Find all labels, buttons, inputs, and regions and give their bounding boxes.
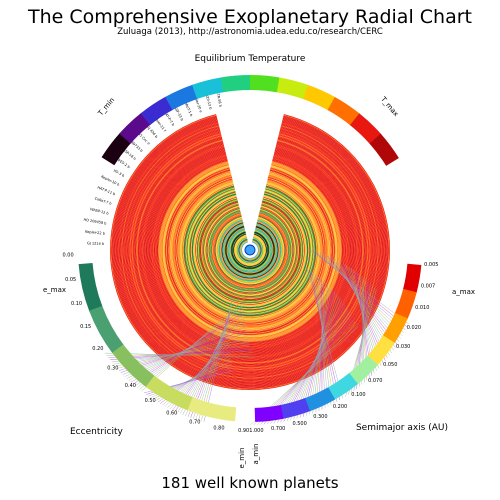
orbit-line (324, 254, 400, 342)
temperature-color-band (250, 75, 281, 93)
semimajor-axis-tick-label: 0.030 (396, 344, 410, 350)
orbit-line (311, 271, 338, 402)
semimajor-axis-scale-title: Semimajor axis (AU) (356, 423, 448, 433)
eccentricity-tick-label: 0.15 (80, 324, 91, 330)
orbit-line (314, 251, 406, 331)
semimajor-axis-tick-label: 0.020 (407, 325, 421, 331)
temperature-scale-title: Equilibrium Temperature (195, 54, 306, 64)
temperature-color-band (349, 113, 382, 145)
chart-subtitle: Zuluaga (2013), http://astronomia.udea.e… (117, 27, 383, 37)
eccentricity-scale-arc (78, 262, 237, 422)
eccentricity-color-band (187, 397, 237, 422)
semimajor-axis-tick-label: 0.007 (421, 284, 435, 290)
semimajor-axis-max-label: a_max (452, 288, 475, 296)
semimajor-axis-tick-label: 0.005 (424, 262, 438, 268)
eccentricity-max-label: e_max (43, 286, 66, 294)
temperature-color-band (276, 77, 309, 100)
semimajor-axis-color-band (348, 355, 379, 385)
semimajor-axis-tick-label: 0.050 (383, 362, 397, 368)
semimajor-axis-color-band (367, 335, 395, 366)
chart-title: The Comprehensive Exoplanetary Radial Ch… (28, 6, 472, 28)
planet-rings (110, 114, 390, 390)
planet-count-label: 181 well known planets (161, 474, 339, 492)
eccentricity-tick-label: 0.40 (125, 383, 136, 389)
semimajor-axis-tick-label: 0.070 (368, 378, 382, 384)
planet-name-label: OGLE-TR-56 b (214, 83, 223, 108)
eccentricity-color-band (145, 375, 194, 411)
eccentricity-tick-label: 0.70 (189, 419, 200, 425)
semimajor-axis-tick-label: 0.700 (271, 426, 285, 432)
planet-name-label: Kepler-10 b (100, 175, 120, 188)
temperature-color-band (101, 132, 132, 166)
semimajor-axis-min-label: a_min (252, 444, 260, 465)
semimajor-axis-color-band (254, 404, 284, 422)
eccentricity-color-band (78, 262, 103, 312)
eccentricity-tick-label: 0.30 (107, 366, 118, 372)
eccentricity-tick-label: 0.90 (238, 428, 249, 434)
temperature-color-band (369, 133, 399, 166)
semimajor-axis-tick-label: 0.500 (292, 421, 306, 427)
center-star (244, 244, 256, 256)
temperature-color-band (140, 96, 174, 126)
planet-name-label: Kepler-22 b (85, 230, 106, 236)
eccentricity-tick-label: 0.05 (65, 277, 76, 283)
semimajor-axis-color-band (327, 372, 358, 400)
orbit-line (319, 277, 326, 409)
eccentricity-color-band (112, 344, 155, 388)
planet-name-label: CoRoT-1 b (183, 99, 194, 117)
semimajor-axis-color-band (394, 288, 417, 320)
planet-name-label: GJ 436 b (146, 125, 159, 140)
semimajor-axis-tick-label: 0.200 (333, 404, 347, 410)
temperature-color-band (327, 96, 361, 126)
semimajor-axis-color-band (304, 387, 336, 412)
eccentricity-tick-label: 0.50 (145, 398, 156, 404)
temperature-color-band (302, 84, 336, 111)
planet-name-label: CoRoT-7 b (94, 197, 113, 206)
semimajor-axis-scale-arc (254, 263, 422, 422)
planet-name-label: Kepler-20 e (192, 93, 203, 113)
semimajor-axis-tick-label: 0.010 (415, 305, 429, 311)
temperature-color-band (119, 112, 151, 144)
semimajor-axis-color-band (382, 312, 408, 344)
orbit-line (322, 253, 401, 339)
temperature-color-band (220, 74, 251, 93)
eccentricity-color-band (89, 305, 124, 354)
semimajor-axis-color-band (402, 263, 422, 294)
eccentricity-tick-label: 0.80 (213, 425, 224, 431)
orbit-line (312, 250, 408, 328)
semimajor-axis-tick-label: 0.100 (351, 392, 365, 398)
temperature-scale-arc (101, 74, 399, 166)
eccentricity-tick-label: 0.10 (71, 301, 82, 307)
planet-name-label: KOI-13 b (205, 94, 213, 110)
eccentricity-min-label: e_min (238, 447, 246, 468)
eccentricity-tick-label: 0.00 (63, 252, 74, 258)
planet-name-label: HAT-P-11 b (97, 185, 117, 196)
temperature-max-label: T_max (378, 95, 400, 119)
semimajor-axis-tick-label: 1.000 (249, 428, 263, 434)
eccentricity-scale-title: Eccentricity (70, 427, 124, 437)
eccentricity-tick-label: 0.20 (92, 346, 103, 352)
semimajor-axis-color-band (279, 398, 311, 419)
semimajor-axis-tick-label: 0.300 (313, 414, 327, 420)
planet-name-label: HD 209458 b (83, 218, 107, 226)
planet-name-label: GJ 1214 b (87, 241, 105, 246)
temperature-min-label: T_min (96, 96, 116, 118)
planet-name-label: WASP-12 b (90, 207, 110, 216)
temperature-color-band (165, 84, 198, 111)
eccentricity-tick-label: 0.60 (166, 410, 177, 416)
planet-name-label: XO-3 b (113, 168, 126, 178)
scale-labels: Equilibrium Temperature T_min T_max Eccentr… (43, 54, 475, 469)
temperature-color-band (192, 77, 224, 100)
